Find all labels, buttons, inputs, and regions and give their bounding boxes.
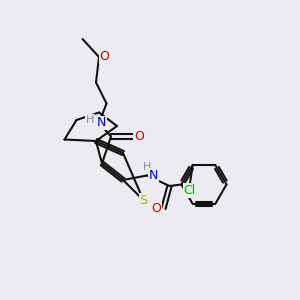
Text: H: H <box>86 115 94 125</box>
Text: S: S <box>140 194 147 207</box>
Text: N: N <box>97 116 106 130</box>
Text: H: H <box>143 161 151 172</box>
Text: O: O <box>100 50 109 64</box>
Text: O: O <box>151 202 161 215</box>
Text: Cl: Cl <box>184 184 196 197</box>
Text: N: N <box>149 169 158 182</box>
Text: O: O <box>134 130 144 143</box>
